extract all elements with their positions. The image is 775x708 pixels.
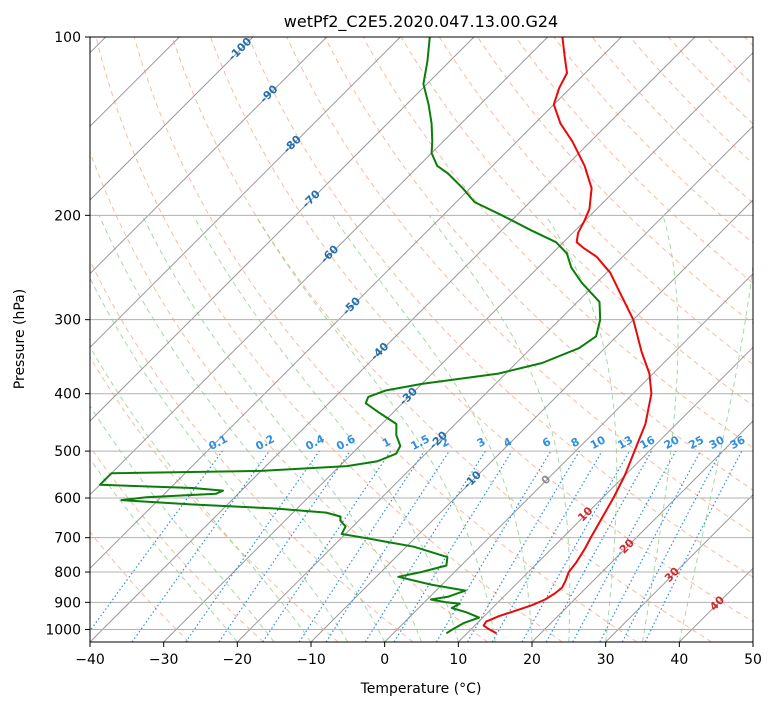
mixing-ratio-label: 13 <box>615 433 635 452</box>
dewpoint-profile-line <box>98 37 602 635</box>
dry-adiabat-line <box>286 37 753 534</box>
isotherm-line <box>90 37 254 201</box>
isotherm-line <box>90 37 328 275</box>
moist-adiabat-line <box>192 215 459 642</box>
dry-adiabat-line <box>133 37 638 642</box>
mixing-ratio-line <box>435 450 552 642</box>
x-tick-label: −20 <box>223 652 253 668</box>
moist-adiabat-line <box>90 345 312 642</box>
moist-adiabat-line <box>254 215 496 642</box>
y-tick-label: 500 <box>54 444 81 460</box>
isotherm-line <box>531 420 753 642</box>
isotherm-line <box>163 51 753 642</box>
isotherm-line <box>90 37 401 349</box>
x-tick-label: 0 <box>380 652 389 668</box>
mixing-ratio-line <box>131 450 270 642</box>
mixing-ratio-label: 16 <box>638 433 658 452</box>
y-tick-label: 900 <box>54 595 81 611</box>
y-axis-title: Pressure (hPa) <box>12 289 28 389</box>
dry-adiabat-line <box>400 37 753 407</box>
mixing-ratio-line <box>572 450 677 642</box>
mixing-ratio-label: 25 <box>686 433 706 452</box>
x-tick-label: 40 <box>670 652 688 668</box>
mixing-ratio-line <box>218 450 351 642</box>
isotherm-line <box>310 199 753 642</box>
plot-grid-layer <box>90 37 753 642</box>
x-axis-title: Temperature (°C) <box>360 681 482 697</box>
isotherm-line <box>384 272 753 642</box>
x-tick-label: 10 <box>449 652 467 668</box>
mixing-ratio-line <box>90 450 223 632</box>
y-tick-label: 300 <box>54 313 81 329</box>
mixing-ratio-line <box>491 450 603 642</box>
axis-layer: −40 −30 −20 −10 0 10 20 30 40 50 100 200 300 400 500 60… <box>45 30 762 668</box>
isotherm-line <box>605 493 753 642</box>
x-tick-label: −30 <box>149 652 179 668</box>
isotherm-line <box>90 37 549 496</box>
mixing-ratio-label: 30 <box>707 433 727 452</box>
dry-adiabat-line <box>95 37 563 642</box>
x-tick-label: 30 <box>597 652 615 668</box>
isotherm-line <box>90 37 696 642</box>
plot-data-layer <box>98 37 653 635</box>
y-tick-label: 400 <box>54 387 81 403</box>
moist-adiabat-line <box>141 215 422 642</box>
y-tick-label: 200 <box>54 208 81 224</box>
dry-adiabat-line <box>438 37 753 366</box>
mixing-ratio-line <box>521 450 631 642</box>
y-tick-label: 600 <box>54 491 81 507</box>
x-tick-label: −10 <box>296 652 326 668</box>
plot-frame <box>89 36 754 643</box>
isotherm-line <box>90 37 622 570</box>
mixing-ratio-line <box>545 450 653 642</box>
x-tick-label: −40 <box>75 652 105 668</box>
mixing-ratio-label: 20 <box>662 433 682 452</box>
mixing-ratio-line <box>393 450 513 642</box>
isotherm-line <box>236 125 753 642</box>
dry-adiabat-line <box>248 37 753 578</box>
chart-title: wetPf2_C2E5.2020.047.13.00.G24 <box>284 12 558 32</box>
dry-adiabat-line <box>90 259 414 642</box>
dry-adiabat-line <box>90 531 190 642</box>
isotherm-line <box>457 346 753 642</box>
dry-adiabat-line <box>210 37 753 623</box>
moist-adiabat-line <box>642 215 679 642</box>
mixing-ratio-line <box>325 450 450 642</box>
temperature-profile-line <box>482 37 653 635</box>
mixing-ratio-line <box>185 450 320 642</box>
mixing-ratio-label: 36 <box>728 433 748 452</box>
moist-adiabat-line <box>90 405 275 642</box>
y-tick-label: 700 <box>54 531 81 547</box>
y-tick-label: 1000 <box>45 622 81 638</box>
y-tick-label: 800 <box>54 565 81 581</box>
dry-adiabat-line <box>324 37 753 491</box>
isotherm-line <box>90 37 475 422</box>
x-tick-label: 50 <box>744 652 762 668</box>
mixing-ratio-line <box>466 450 580 642</box>
y-tick-label: 100 <box>54 30 81 46</box>
moist-adiabat-line <box>90 458 238 642</box>
moist-adiabat-line <box>678 261 753 642</box>
mixing-ratio-line <box>364 450 486 642</box>
x-tick-label: 20 <box>523 652 541 668</box>
mixing-ratio-label: 10 <box>588 433 608 452</box>
